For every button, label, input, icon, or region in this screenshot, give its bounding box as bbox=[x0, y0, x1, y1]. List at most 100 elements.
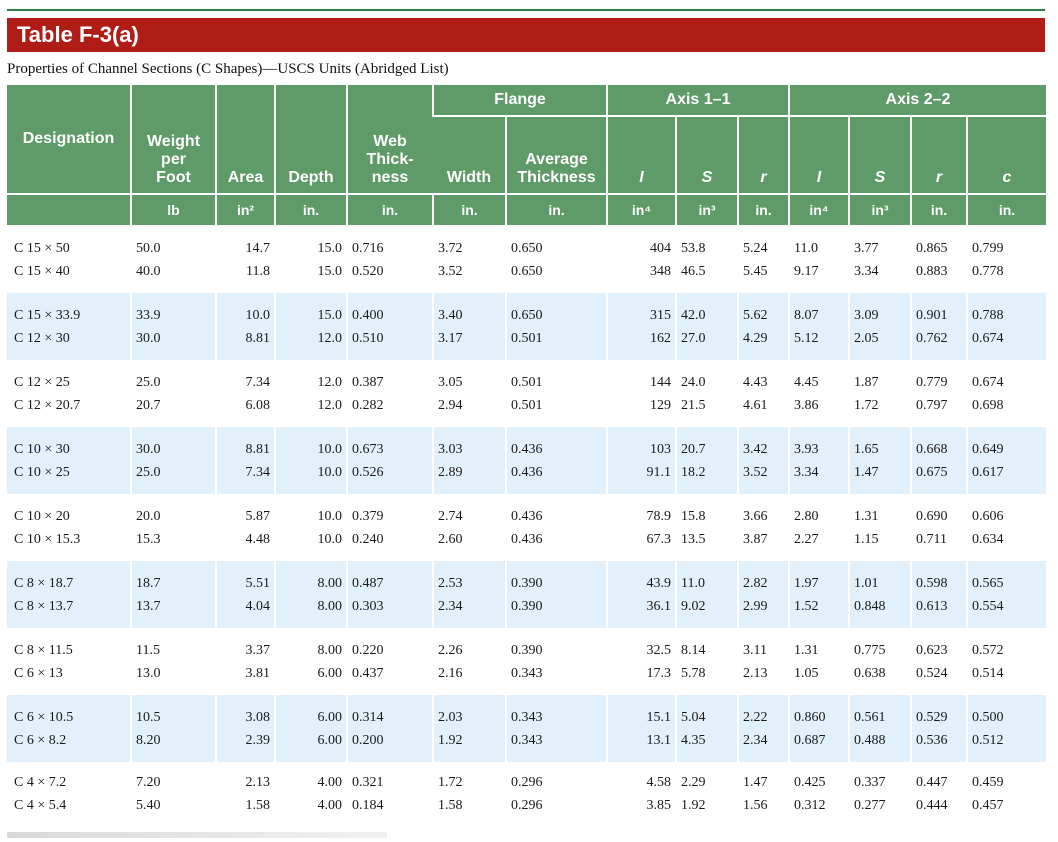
cell-value: 27.0 bbox=[681, 330, 706, 346]
header-flange-group: Flange bbox=[432, 85, 607, 117]
cell-value: 8.00 bbox=[317, 642, 343, 658]
cell-value: 3.81 bbox=[245, 665, 271, 681]
cell-value: 42.0 bbox=[681, 307, 706, 323]
cell-value: 1.72 bbox=[854, 397, 879, 413]
cell-value: 13.0 bbox=[136, 665, 161, 681]
value-cell: 0.296 0.296 bbox=[505, 762, 607, 825]
cell-value: 1.65 bbox=[854, 441, 879, 457]
cell-value: 0.598 bbox=[916, 575, 948, 591]
cell-value: 5.51 bbox=[245, 575, 271, 591]
value-cell: 315 162 bbox=[606, 293, 676, 360]
cell-value: 11.0 bbox=[681, 575, 705, 591]
cell-value: 0.554 bbox=[972, 598, 1004, 614]
value-cell: 11.5 13.0 bbox=[130, 628, 216, 695]
cell-value: 10.5 bbox=[136, 709, 161, 725]
cell-value: 3.17 bbox=[438, 330, 463, 346]
cell-value: 1.87 bbox=[854, 374, 879, 390]
cell-value: 10.0 bbox=[317, 508, 343, 524]
header-axis11-i-label: I bbox=[639, 169, 644, 186]
cell-value: 0.425 bbox=[794, 774, 826, 790]
cell-value: 2.05 bbox=[854, 330, 879, 346]
value-cell: 20.7 18.2 bbox=[675, 427, 738, 494]
cell-value: 30.0 bbox=[136, 330, 161, 346]
value-cell: 2.74 2.60 bbox=[432, 494, 506, 561]
cell-value: 20.7 bbox=[681, 441, 706, 457]
cell-value: 9.02 bbox=[681, 598, 706, 614]
cell-value: 8.81 bbox=[245, 330, 271, 346]
cell-value: 4.04 bbox=[245, 598, 271, 614]
table-row: C 6 × 10.5 C 6 × 8.2 10.5 8.20 3.08 2.39 6.00 6… bbox=[7, 695, 1046, 762]
cell-value: 0.687 bbox=[794, 732, 826, 748]
cell-value: 6.00 bbox=[317, 709, 343, 725]
cell-value: 15.8 bbox=[681, 508, 706, 524]
cell-value: 0.860 bbox=[794, 709, 826, 725]
cell-value: 3.08 bbox=[245, 709, 271, 725]
designation-text: C 10 × 15.3 bbox=[14, 531, 81, 547]
value-cell: 2.80 2.27 bbox=[788, 494, 849, 561]
cell-value: 3.87 bbox=[743, 531, 768, 547]
cell-value: 0.436 bbox=[511, 441, 543, 457]
value-cell: 3.11 2.13 bbox=[737, 628, 789, 695]
value-cell: 0.487 0.303 bbox=[346, 561, 433, 628]
cell-value: 1.15 bbox=[854, 531, 879, 547]
table-row: C 10 × 20 C 10 × 15.3 20.0 15.3 5.87 4.48 10.0… bbox=[7, 494, 1046, 561]
designation-cell: C 15 × 50 C 15 × 40 bbox=[7, 226, 131, 293]
units-cell: in. bbox=[966, 194, 1046, 227]
cell-value: 2.16 bbox=[438, 665, 463, 681]
value-cell: 0.650 0.650 bbox=[505, 226, 607, 293]
cell-value: 0.762 bbox=[916, 330, 948, 346]
value-cell: 0.649 0.617 bbox=[966, 427, 1046, 494]
cell-value: 129 bbox=[650, 397, 671, 413]
designation-cell: C 4 × 7.2 C 4 × 5.4 bbox=[7, 762, 131, 825]
value-cell: 4.43 4.61 bbox=[737, 360, 789, 427]
designation-cell: C 8 × 11.5 C 6 × 13 bbox=[7, 628, 131, 695]
value-cell: 8.14 5.78 bbox=[675, 628, 738, 695]
cell-value: 4.58 bbox=[646, 774, 672, 790]
value-cell: 0.425 0.312 bbox=[788, 762, 849, 825]
cell-value: 0.314 bbox=[352, 709, 384, 725]
value-cell: 1.87 1.72 bbox=[848, 360, 911, 427]
cell-value: 3.09 bbox=[854, 307, 879, 323]
cell-value: 0.716 bbox=[352, 241, 384, 256]
units-cell: in³ bbox=[848, 194, 911, 227]
value-cell: 2.13 1.58 bbox=[215, 762, 275, 825]
cell-value: 1.31 bbox=[794, 642, 819, 658]
units-cell: in⁴ bbox=[788, 194, 849, 227]
cell-value: 4.00 bbox=[317, 797, 343, 813]
designation-text: C 8 × 18.7 bbox=[14, 575, 74, 591]
cell-value: 8.07 bbox=[794, 307, 819, 323]
header-axis11-group: Axis 1–1 bbox=[606, 85, 789, 117]
cell-value: 0.312 bbox=[794, 797, 826, 813]
cell-value: 0.447 bbox=[916, 774, 948, 790]
cell-value: 0.282 bbox=[352, 397, 384, 413]
value-cell: 0.459 0.457 bbox=[966, 762, 1046, 825]
cell-value: 0.606 bbox=[972, 508, 1004, 524]
cell-value: 14.7 bbox=[245, 241, 271, 256]
cell-value: 0.617 bbox=[972, 464, 1004, 480]
cell-value: 2.99 bbox=[743, 598, 768, 614]
cell-value: 0.520 bbox=[352, 264, 384, 279]
table-row: C 10 × 30 C 10 × 25 30.0 25.0 8.81 7.34 10.0 10… bbox=[7, 427, 1046, 494]
value-cell: 3.09 2.05 bbox=[848, 293, 911, 360]
designation-text: C 10 × 25 bbox=[14, 464, 70, 480]
cell-value: 1.47 bbox=[743, 774, 768, 790]
cell-value: 0.390 bbox=[511, 575, 543, 591]
value-cell: 10.0 10.0 bbox=[274, 494, 347, 561]
cell-value: 13.7 bbox=[136, 598, 161, 614]
value-cell: 144 129 bbox=[606, 360, 676, 427]
cell-value: 8.00 bbox=[317, 575, 343, 591]
units-cell: in³ bbox=[675, 194, 738, 227]
cell-value: 0.512 bbox=[972, 732, 1004, 748]
cell-value: 6.08 bbox=[245, 397, 271, 413]
value-cell: 42.0 27.0 bbox=[675, 293, 738, 360]
cell-value: 1.72 bbox=[438, 774, 463, 790]
value-cell: 78.9 67.3 bbox=[606, 494, 676, 561]
cell-value: 2.89 bbox=[438, 464, 463, 480]
value-cell: 0.779 0.797 bbox=[910, 360, 967, 427]
table-row: C 4 × 7.2 C 4 × 5.4 7.20 5.40 2.13 1.58 4.00 4.… bbox=[7, 762, 1046, 825]
table-title: Table F-3(a) bbox=[7, 18, 1045, 52]
cell-value: 3.34 bbox=[794, 464, 819, 480]
header-axis22-r-label: r bbox=[935, 169, 943, 186]
cell-value: 1.58 bbox=[245, 797, 271, 813]
value-cell: 1.72 1.58 bbox=[432, 762, 506, 825]
